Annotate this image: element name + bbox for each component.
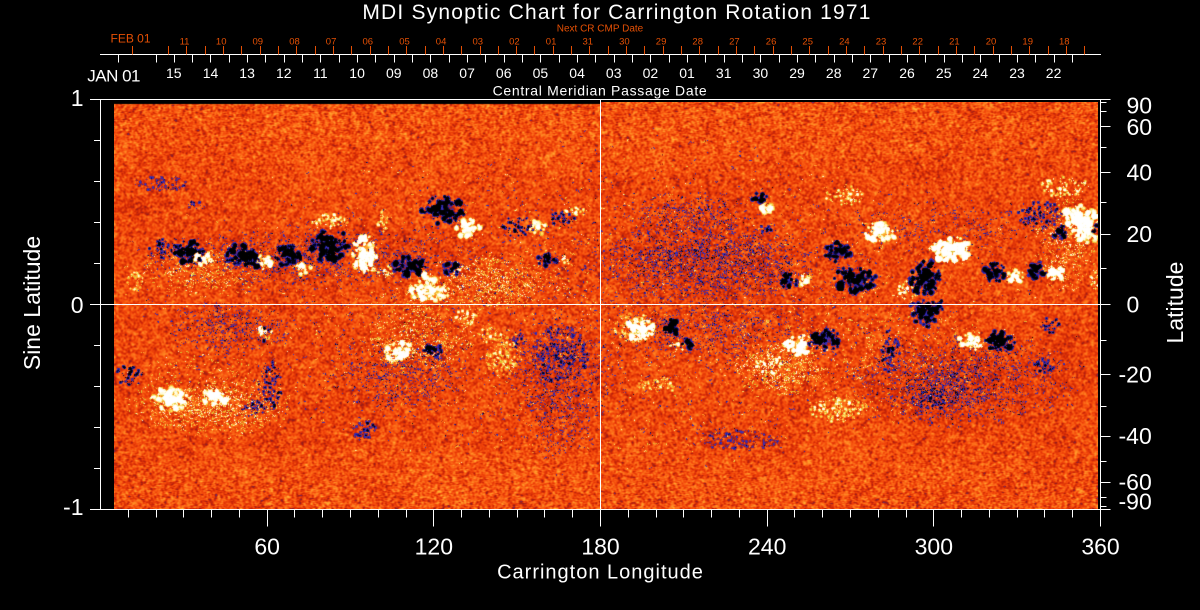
svg-text:11: 11 — [313, 65, 328, 81]
svg-text:27: 27 — [729, 37, 740, 48]
svg-text:05: 05 — [399, 37, 410, 48]
svg-text:Latitude: Latitude — [1162, 262, 1188, 344]
svg-text:09: 09 — [386, 65, 402, 81]
svg-text:28: 28 — [826, 65, 842, 81]
svg-text:240: 240 — [748, 534, 786, 560]
svg-text:05: 05 — [533, 65, 549, 81]
svg-text:26: 26 — [899, 65, 915, 81]
svg-text:02: 02 — [509, 37, 520, 48]
svg-text:01: 01 — [679, 65, 695, 81]
svg-text:Carrington Longitude: Carrington Longitude — [497, 562, 704, 584]
svg-text:07: 07 — [459, 65, 475, 81]
svg-text:10: 10 — [349, 65, 365, 81]
svg-text:Central Meridian Passage Date: Central Meridian Passage Date — [493, 83, 708, 99]
svg-text:04: 04 — [436, 37, 447, 48]
svg-text:JAN 01: JAN 01 — [87, 67, 140, 86]
svg-text:03: 03 — [606, 65, 622, 81]
svg-text:06: 06 — [496, 65, 512, 81]
svg-text:25: 25 — [936, 65, 952, 81]
svg-text:26: 26 — [766, 37, 777, 48]
svg-text:25: 25 — [802, 37, 813, 48]
svg-text:02: 02 — [643, 65, 659, 81]
svg-text:24: 24 — [973, 65, 989, 81]
svg-text:29: 29 — [656, 37, 667, 48]
svg-text:30: 30 — [753, 65, 769, 81]
svg-text:0: 0 — [1127, 291, 1140, 317]
svg-text:MDI Synoptic Chart for Carring: MDI Synoptic Chart for Carrington Rotati… — [362, 1, 871, 24]
svg-text:20: 20 — [986, 37, 997, 48]
svg-text:-40: -40 — [1119, 423, 1152, 449]
svg-text:360: 360 — [1081, 534, 1119, 560]
svg-text:1: 1 — [71, 85, 84, 111]
svg-text:-60: -60 — [1119, 469, 1152, 495]
svg-text:-1: -1 — [63, 494, 83, 520]
svg-text:08: 08 — [289, 37, 300, 48]
svg-text:23: 23 — [1009, 65, 1025, 81]
svg-text:09: 09 — [253, 37, 264, 48]
svg-text:18: 18 — [1059, 37, 1070, 48]
svg-text:12: 12 — [276, 65, 292, 81]
svg-text:120: 120 — [415, 534, 453, 560]
svg-text:31: 31 — [583, 37, 594, 48]
svg-text:08: 08 — [423, 65, 439, 81]
svg-text:40: 40 — [1127, 160, 1153, 186]
svg-text:22: 22 — [912, 37, 923, 48]
svg-text:90: 90 — [1127, 92, 1153, 118]
svg-text:FEB 01: FEB 01 — [110, 31, 150, 45]
svg-text:15: 15 — [166, 65, 182, 81]
svg-text:03: 03 — [473, 37, 484, 48]
svg-text:14: 14 — [203, 65, 219, 81]
svg-text:13: 13 — [239, 65, 255, 81]
svg-text:11: 11 — [180, 37, 190, 48]
svg-text:Sine Latitude: Sine Latitude — [19, 236, 45, 370]
svg-text:Next CR CMP Date: Next CR CMP Date — [557, 24, 644, 35]
svg-text:300: 300 — [915, 534, 953, 560]
svg-text:07: 07 — [326, 37, 337, 48]
svg-text:10: 10 — [216, 37, 227, 48]
svg-text:24: 24 — [839, 37, 850, 48]
svg-text:-20: -20 — [1119, 361, 1152, 387]
svg-text:22: 22 — [1046, 65, 1062, 81]
svg-text:180: 180 — [581, 534, 619, 560]
svg-text:06: 06 — [363, 37, 374, 48]
svg-text:04: 04 — [569, 65, 585, 81]
svg-text:31: 31 — [716, 65, 732, 81]
svg-text:30: 30 — [619, 37, 630, 48]
svg-text:19: 19 — [1022, 37, 1033, 48]
svg-text:60: 60 — [254, 534, 280, 560]
svg-text:01: 01 — [546, 37, 557, 48]
svg-text:-90: -90 — [1119, 488, 1152, 514]
svg-text:23: 23 — [876, 37, 887, 48]
svg-text:60: 60 — [1127, 114, 1153, 140]
svg-text:20: 20 — [1127, 221, 1153, 247]
svg-text:28: 28 — [692, 37, 703, 48]
svg-text:0: 0 — [71, 292, 84, 318]
svg-text:27: 27 — [863, 65, 879, 81]
svg-text:29: 29 — [789, 65, 805, 81]
svg-text:21: 21 — [949, 37, 960, 48]
